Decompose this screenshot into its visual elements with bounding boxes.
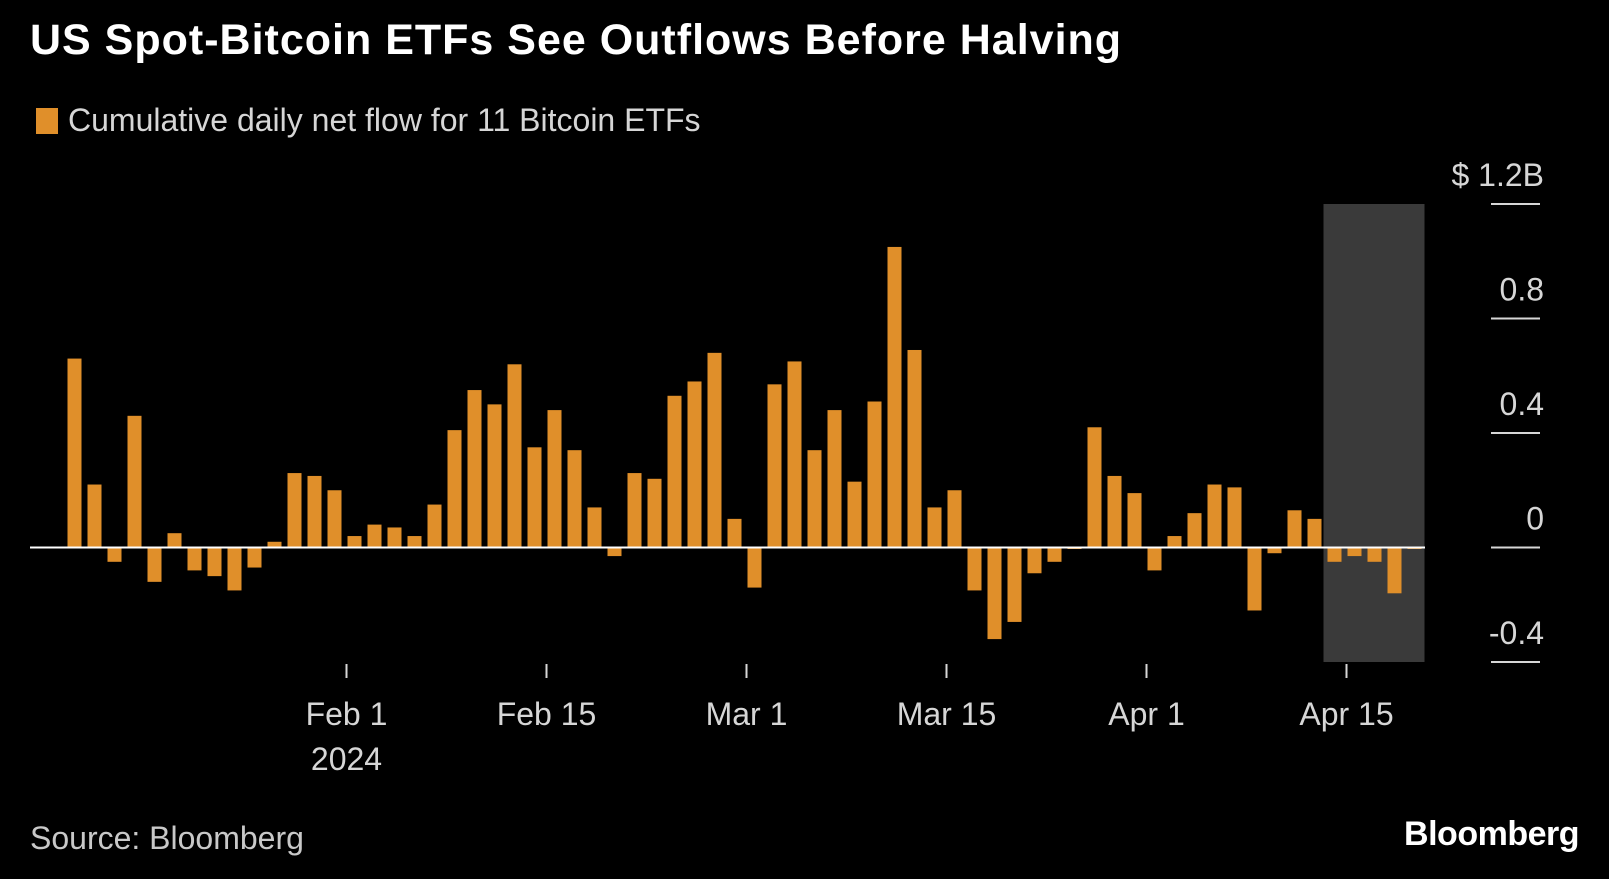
x-tick-label: Feb 15 <box>497 696 597 732</box>
bar <box>927 507 942 548</box>
bar <box>1307 518 1322 548</box>
bar <box>547 410 562 548</box>
bar <box>487 404 502 548</box>
bar <box>667 395 682 548</box>
bar <box>207 547 222 577</box>
legend: Cumulative daily net flow for 11 Bitcoin… <box>36 102 701 139</box>
legend-label: Cumulative daily net flow for 11 Bitcoin… <box>68 102 701 138</box>
bar <box>967 547 982 591</box>
bloomberg-logo: Bloomberg <box>1404 815 1579 853</box>
bar <box>1087 427 1102 548</box>
y-tick-label: 0 <box>1526 501 1544 537</box>
bar <box>807 450 822 548</box>
bar <box>827 410 842 548</box>
bar <box>867 401 882 548</box>
bar <box>267 541 282 548</box>
y-tick-label: $ 1.2B <box>1451 157 1544 193</box>
bar <box>747 547 762 588</box>
bar <box>707 352 722 548</box>
bar <box>407 536 422 548</box>
bar <box>727 518 742 548</box>
bar <box>1347 547 1362 557</box>
y-tick-label: 0.8 <box>1500 272 1544 308</box>
bar <box>907 349 922 548</box>
bar <box>147 547 162 582</box>
bar <box>1007 547 1022 622</box>
y-tick-label: 0.4 <box>1500 386 1544 422</box>
source-note: Source: Bloomberg <box>30 820 304 856</box>
bar <box>627 473 642 548</box>
bar <box>387 527 402 548</box>
bar <box>1387 547 1402 594</box>
chart-title: US Spot-Bitcoin ETFs See Outflows Before… <box>30 16 1123 64</box>
bar <box>1287 510 1302 548</box>
bar <box>367 524 382 548</box>
highlight-band <box>1323 204 1425 662</box>
bar <box>227 547 242 591</box>
bar <box>587 507 602 548</box>
bar <box>167 533 182 548</box>
x-tick-label: Mar 1 <box>706 696 788 732</box>
bar <box>567 450 582 548</box>
y-tick-label: -0.4 <box>1489 615 1544 651</box>
bar <box>527 447 542 548</box>
bar <box>1267 547 1282 554</box>
bar <box>1247 547 1262 611</box>
bar <box>107 547 122 562</box>
bar <box>1127 493 1142 548</box>
bar <box>247 547 262 568</box>
bar <box>447 430 462 548</box>
bar <box>427 504 442 548</box>
bar <box>1207 484 1222 548</box>
bar <box>87 484 102 548</box>
bar <box>1187 513 1202 548</box>
bar <box>307 475 322 548</box>
x-tick-label: Apr 15 <box>1299 696 1393 732</box>
bar <box>1367 547 1382 562</box>
bar <box>987 547 1002 640</box>
bar <box>127 415 142 548</box>
bar <box>887 246 902 548</box>
x-tick-label: Mar 15 <box>897 696 997 732</box>
bar <box>947 490 962 548</box>
bar <box>187 547 202 571</box>
x-tick-label: Feb 1 <box>306 696 388 732</box>
bar <box>327 490 342 548</box>
bar <box>507 364 522 548</box>
bar <box>647 478 662 548</box>
bar <box>1027 547 1042 574</box>
bar-chart: $ 1.2B 0.8 0.4 0 -0.4 Feb 1 2024 Feb 15 Mar 1 Ma… <box>30 157 1544 777</box>
bar <box>67 358 82 548</box>
bar <box>1327 547 1342 562</box>
bar <box>847 481 862 548</box>
bar <box>1147 547 1162 571</box>
legend-swatch <box>36 107 58 134</box>
x-tick-year-label: 2024 <box>311 741 382 777</box>
bar <box>687 381 702 548</box>
x-tick-label: Apr 1 <box>1108 696 1184 732</box>
bar <box>787 361 802 548</box>
bar <box>607 547 622 557</box>
bar <box>287 473 302 548</box>
bar <box>347 536 362 548</box>
bar <box>467 390 482 548</box>
bar <box>1047 547 1062 562</box>
bar <box>767 384 782 548</box>
bar <box>1167 536 1182 548</box>
bar <box>1107 475 1122 548</box>
bar <box>1227 487 1242 548</box>
